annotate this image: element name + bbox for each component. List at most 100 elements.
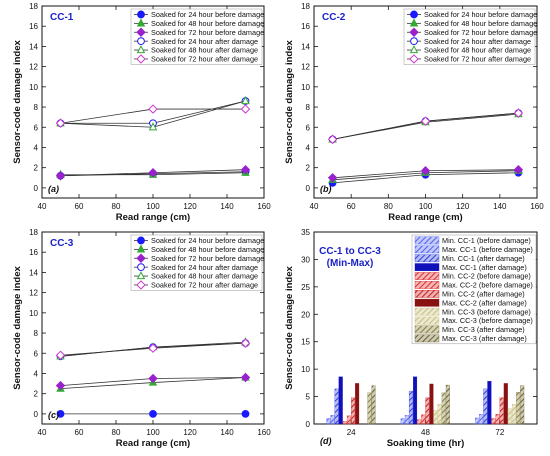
data-point: [148, 373, 158, 384]
legend-entry: Min. CC-1 (before damage): [442, 236, 531, 245]
y-tick-label: 35: [301, 228, 310, 237]
bar: [520, 385, 525, 425]
y-tick-label: 10: [29, 309, 38, 318]
x-tick-label: 140: [220, 428, 234, 437]
y-tick-label: 12: [29, 289, 38, 298]
panel-letter: (d): [320, 436, 332, 446]
y-tick-label: 8: [34, 103, 39, 112]
data-point: [55, 171, 66, 181]
legend-box: [130, 234, 263, 291]
y-axis-label: Sensor-code damage index: [12, 266, 23, 390]
x-tick-label: 60: [75, 428, 84, 437]
y-tick-label: 30: [301, 255, 310, 264]
bar: [499, 397, 504, 425]
chart-panel-1: 0 2 4 6 8 10 12 14 16 18 Read range (cm) Sensor-cod…: [12, 2, 271, 223]
series-3: [55, 372, 251, 391]
y-tick-label: 0: [306, 184, 311, 193]
bar-series-7: [351, 397, 504, 425]
bar: [330, 415, 335, 425]
x-axis-label: Read range (cm): [116, 212, 190, 223]
bar-series-1: [326, 417, 480, 425]
bar-series-5: [342, 418, 496, 425]
y-tick-label: 10: [301, 83, 310, 92]
legend-box: [403, 8, 536, 65]
legend-marker: [136, 244, 146, 253]
bar-series-3: [334, 388, 488, 425]
legend-entry: Soaked for 72 hour before damage: [424, 28, 537, 37]
y-tick-label: 12: [301, 63, 310, 72]
x-tick-label: 80: [384, 202, 393, 211]
legend-swatch: [414, 307, 440, 316]
bar: [425, 397, 430, 425]
y-tick-label: 2: [306, 164, 311, 173]
chart-panel-3: 0 2 4 6 8 10 12 14 16 18 Read range (cm) Sensor-cod…: [12, 228, 271, 449]
bar-series-2: [330, 413, 484, 425]
data-point: [240, 372, 251, 383]
legend-marker: [137, 37, 145, 46]
legend-marker: [409, 18, 419, 27]
legend-swatch: [414, 254, 440, 263]
legend-entry: Max. CC-3 (after damage): [442, 334, 527, 343]
legend-entry: Soaked for 24 hour after damage: [151, 263, 258, 272]
legend-swatch: [414, 245, 440, 254]
series-4: [328, 109, 523, 144]
legend-entry: Soaked for 72 hour before damage: [151, 28, 264, 37]
legend-marker: [136, 18, 146, 27]
legend-entry: Soaked for 24 hour after damage: [424, 37, 531, 46]
legend-entry: Max. CC-1 (before damage): [442, 245, 533, 254]
bar-series-9: [433, 408, 512, 425]
data-point: [327, 134, 338, 145]
legend-marker: [136, 45, 146, 54]
bar: [487, 381, 492, 425]
legend-swatch: [414, 290, 440, 298]
y-tick-label: 16: [29, 22, 38, 31]
bar: [445, 384, 450, 425]
y-tick-label: 6: [306, 123, 311, 132]
x-tick-label: 40: [310, 202, 319, 211]
legend-entry: Max. CC-1 (after damage): [442, 263, 527, 272]
legend-swatch: [414, 334, 440, 343]
panel-letter: (a): [48, 184, 59, 194]
y-axis-label: Sensor-code damage index: [12, 40, 23, 164]
x-tick-label: 80: [112, 202, 121, 211]
series-6: [55, 104, 251, 128]
y-tick-label: 5: [306, 393, 311, 402]
y-axis-label: Sensor-code damage index: [284, 40, 295, 164]
legend-entry: Soaked for 72 hour after damage: [151, 55, 258, 64]
y-tick-label: 14: [29, 42, 38, 51]
y-tick-label: 12: [29, 63, 38, 72]
bar: [413, 376, 418, 425]
data-point: [56, 409, 65, 418]
bar: [334, 388, 339, 425]
x-tick-label: 24: [347, 428, 356, 437]
bar: [429, 383, 434, 425]
y-tick-label: 0: [34, 184, 39, 193]
data-point: [513, 164, 524, 175]
legend-entry: Min. CC-3 (after damage): [442, 325, 525, 334]
panel-title: CC-1 to CC-3: [319, 246, 381, 257]
legend-entry: Soaked for 24 hour before damage: [424, 10, 537, 19]
bar: [433, 410, 438, 425]
legend-marker: [136, 271, 146, 280]
legend-marker: [136, 280, 146, 290]
legend-entry: Soaked for 24 hour before damage: [151, 236, 264, 245]
bar: [351, 397, 356, 425]
legend-marker: [409, 54, 419, 64]
x-tick-label: 40: [38, 428, 47, 437]
data-point: [241, 96, 250, 105]
bar: [495, 413, 500, 425]
series-1: [56, 409, 250, 418]
bar-series-10: [437, 404, 516, 425]
legend-entry: Min. CC-1 (after damage): [442, 254, 525, 263]
panel-letter: (b): [320, 184, 332, 194]
y-tick-label: 2: [34, 390, 39, 399]
panel-subtitle: (Min-Max): [327, 258, 374, 269]
bar: [437, 404, 442, 425]
legend-entry: Soaked for 48 hour before damage: [151, 245, 264, 254]
legend-entry: Soaked for 24 hour after damage: [151, 37, 258, 46]
x-tick-label: 72: [495, 428, 504, 437]
legend-entry: Soaked for 72 hour before damage: [151, 254, 264, 263]
legend-entry: Max. CC-2 (before damage): [442, 281, 533, 290]
